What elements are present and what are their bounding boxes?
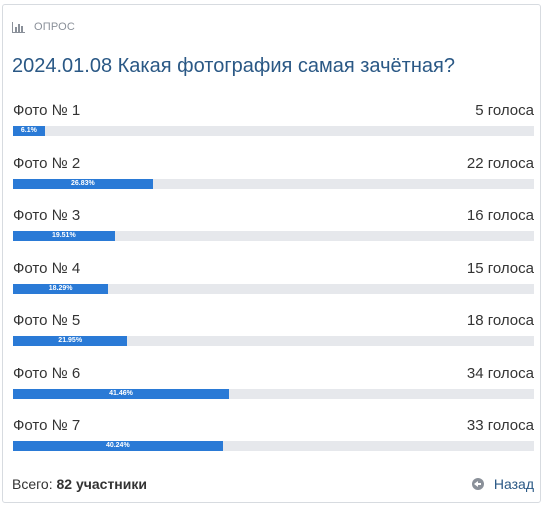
option-percent: 19.51% [51, 232, 76, 239]
poll-footer: Всего: 82 участники Назад [12, 476, 534, 496]
back-label: Назад [493, 476, 534, 492]
option-label: Фото № 6 [13, 364, 81, 382]
option-progress-fill: 26.83% [13, 178, 153, 189]
option-progress-fill: 40.24% [13, 441, 223, 451]
option-vote-count: 15 голоса [466, 259, 534, 277]
option-label: Фото № 4 [13, 259, 81, 277]
option-progress-track: 21.95% [13, 336, 534, 346]
total-participants: Всего: 82 участники [12, 476, 147, 492]
poll-option[interactable]: Фото № 3 16 голоса 19.51% [12, 204, 534, 257]
poll-header-label: ОПРОС [34, 21, 76, 33]
poll-option[interactable]: Фото № 5 18 голоса 21.95% [12, 309, 534, 362]
option-label: Фото № 7 [13, 417, 81, 434]
option-label: Фото № 3 [13, 207, 81, 224]
option-label: Фото № 1 [13, 102, 81, 119]
option-progress-fill: 6.1% [13, 126, 45, 136]
option-progress-track: 18.29% [13, 283, 534, 294]
poll-options: Фото № 1 5 голоса 6.1% Фото № 2 22 голоса 26.… [12, 99, 534, 467]
option-vote-count: 34 голоса [466, 364, 534, 382]
option-vote-count: 33 голоса [466, 417, 534, 434]
option-progress-track: 40.24% [13, 441, 534, 451]
arrow-left-circle-icon [471, 478, 484, 490]
option-vote-count: 22 голоса [466, 154, 534, 172]
option-progress-fill: 41.46% [13, 388, 229, 399]
poll-option[interactable]: Фото № 7 33 голоса 40.24% [12, 414, 534, 467]
option-percent: 41.46% [109, 389, 133, 397]
total-prefix: Всего: [12, 476, 53, 492]
option-progress-fill: 21.95% [13, 336, 128, 346]
poll-header: ОПРОС [12, 19, 75, 35]
poll-option[interactable]: Фото № 1 5 голоса 6.1% [12, 99, 534, 152]
option-progress-fill: 18.29% [13, 283, 109, 294]
poll-card: ОПРОС 2024.01.08 Какая фотография самая … [2, 4, 541, 503]
poll-option[interactable]: Фото № 6 34 голоса 41.46% [12, 362, 534, 415]
option-percent: 6.1% [20, 127, 37, 134]
poll-option[interactable]: Фото № 4 15 голоса 18.29% [12, 257, 534, 310]
poll-option[interactable]: Фото № 2 22 голоса 26.83% [12, 152, 534, 205]
back-button[interactable]: Назад [471, 476, 534, 492]
total-value: 82 участники [56, 476, 147, 492]
option-vote-count: 18 голоса [466, 312, 534, 329]
option-progress-track: 41.46% [13, 388, 534, 399]
option-vote-count: 16 голоса [466, 207, 534, 224]
option-progress-track: 19.51% [13, 231, 534, 241]
option-vote-count: 5 голоса [475, 102, 534, 119]
option-progress-track: 6.1% [13, 126, 534, 136]
poll-title: 2024.01.08 Какая фотография самая зачётн… [12, 55, 455, 77]
option-progress-track: 26.83% [13, 178, 534, 189]
option-percent: 40.24% [105, 442, 130, 449]
option-label: Фото № 5 [13, 312, 81, 329]
option-label: Фото № 2 [13, 154, 81, 172]
option-percent: 26.83% [71, 179, 95, 187]
option-progress-fill: 19.51% [13, 231, 115, 241]
option-percent: 21.95% [58, 337, 83, 344]
poll-chart-icon [12, 21, 25, 33]
option-percent: 18.29% [48, 284, 73, 292]
